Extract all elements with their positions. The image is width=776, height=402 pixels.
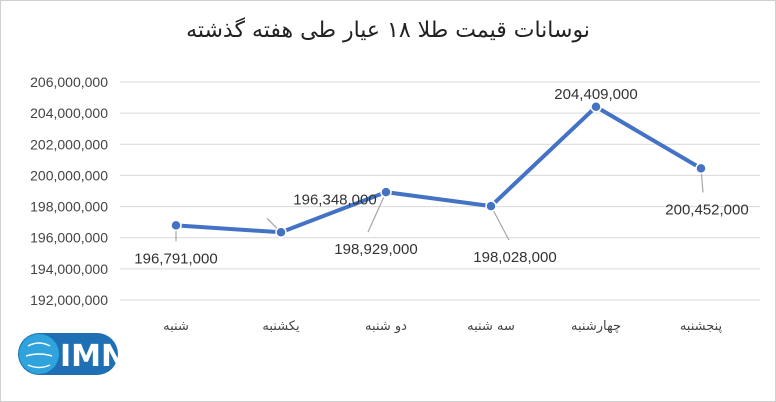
data-points xyxy=(170,101,707,239)
logo-text: IMNA xyxy=(60,339,150,374)
x-axis-category-labels: شنبه یکشنبه دو شنبه سه شنبه چهارشنبه پنجشنبه xyxy=(163,319,722,334)
x-category-label: پنجشنبه xyxy=(680,319,723,334)
logo-globe-lines xyxy=(25,342,53,369)
data-label: 196,791,000 xyxy=(134,250,217,267)
x-category-label: یکشنبه xyxy=(262,319,300,334)
data-label: 204,409,000 xyxy=(554,86,637,103)
chart-title: نوسانات قیمت طلا ۱۸ عیار طی هفته گذشته xyxy=(186,18,590,43)
y-tick-label: 196,000,000 xyxy=(30,230,108,246)
y-tick-label: 206,000,000 xyxy=(30,74,108,90)
data-point xyxy=(695,162,707,175)
y-tick-label: 200,000,000 xyxy=(30,167,108,183)
data-point xyxy=(380,186,392,198)
data-point xyxy=(275,226,287,239)
y-tick-label: 198,000,000 xyxy=(30,199,108,215)
y-tick-label: 194,000,000 xyxy=(30,261,108,277)
data-point xyxy=(170,219,182,232)
data-label: 198,929,000 xyxy=(334,241,417,258)
label-leader-line xyxy=(490,205,510,241)
data-label: 200,452,000 xyxy=(665,201,748,218)
data-labels: 196,791,000 196,348,000 198,929,000 198,028… xyxy=(134,86,748,268)
data-label: 198,028,000 xyxy=(473,249,556,266)
imna-logo: IMNA xyxy=(18,333,150,375)
y-tick-label: 204,000,000 xyxy=(30,105,108,121)
label-leader-line xyxy=(367,191,387,233)
y-tick-label: 202,000,000 xyxy=(30,136,108,152)
x-category-label: دو شنبه xyxy=(365,319,407,334)
x-category-label: شنبه xyxy=(163,319,189,334)
x-category-label: چهارشنبه xyxy=(571,319,621,334)
data-point xyxy=(485,200,497,212)
gridlines xyxy=(120,81,760,301)
y-tick-label: 192,000,000 xyxy=(30,292,108,308)
x-category-label: سه شنبه xyxy=(467,319,515,334)
data-label: 196,348,000 xyxy=(293,191,376,208)
y-axis-tick-labels: 192,000,000 194,000,000 196,000,000 198,000… xyxy=(30,74,108,308)
series-line xyxy=(174,104,703,235)
data-point xyxy=(590,101,602,113)
